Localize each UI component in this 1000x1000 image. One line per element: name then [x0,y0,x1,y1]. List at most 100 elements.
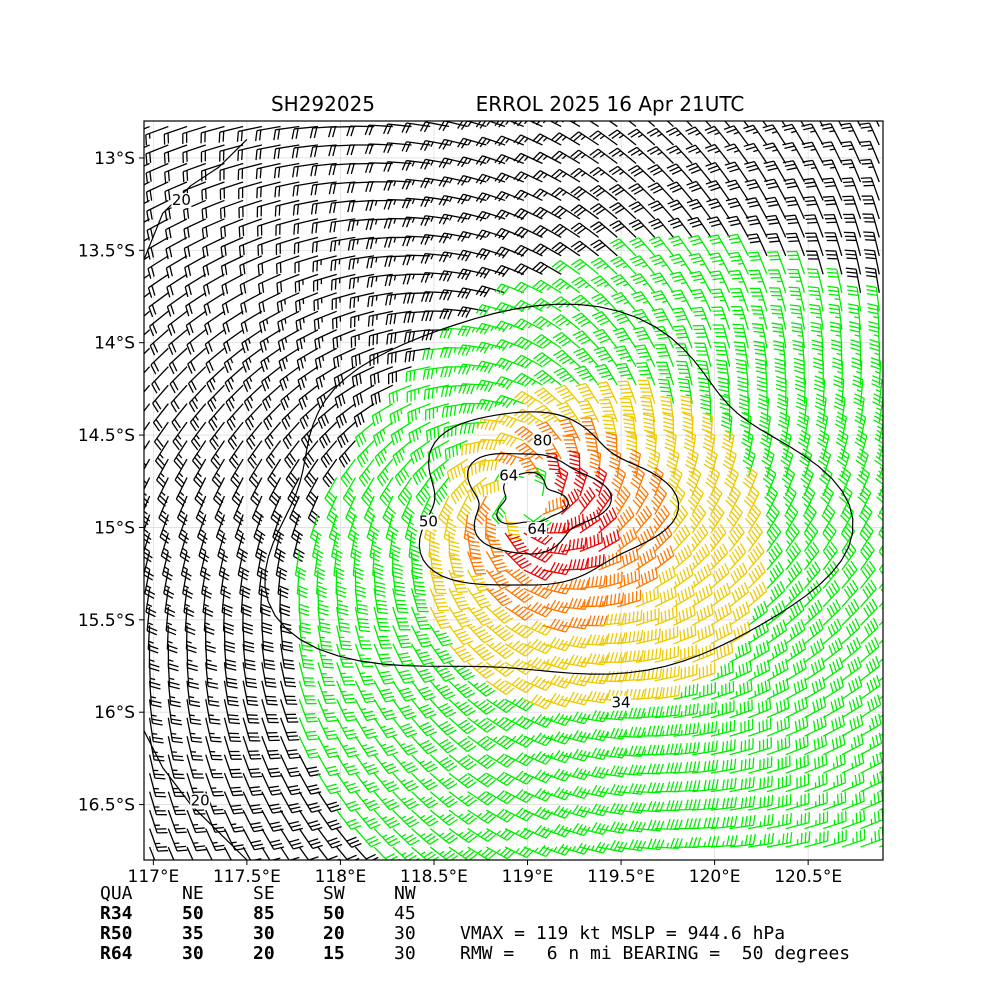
barb-feather [864,235,875,238]
barb-feather [785,181,796,185]
barb-feather [132,229,134,239]
barb-feather [705,162,716,167]
barb-staff [685,121,693,127]
barb-feather [168,189,171,201]
barb-feather [592,169,602,177]
barb-half-feather [284,318,287,324]
barb-feather [513,121,518,125]
wind-barb [513,189,543,202]
barb-feather [186,170,189,181]
wind-barb [666,145,693,164]
barb-feather [532,151,541,161]
barb-feather [479,156,487,166]
barb-half-feather [738,262,744,265]
barb-feather [665,127,676,133]
barb-feather [762,142,774,147]
barb-half-feather [467,214,472,220]
barb-half-feather [619,152,625,157]
barb-feather [507,525,519,528]
wind-barb [401,178,431,190]
wind-barb [182,162,206,183]
wind-barb [608,129,637,146]
barb-feather [136,442,143,450]
storm-id-title: SH292025 [271,92,375,116]
barb-feather [573,188,583,196]
barb-feather [782,106,792,109]
barb-feather [130,288,133,298]
barb-feather [790,294,801,297]
wind-barb [163,144,188,164]
wind-barb [647,200,674,220]
wind-barb [218,125,244,143]
barb-feather [131,308,135,318]
barb-feather [785,232,797,235]
barb-feather [532,121,536,124]
barb-feather [132,210,134,220]
barb-feather [654,343,665,346]
barb-feather [573,206,583,214]
barb-staff [675,145,693,164]
barb-feather [823,181,835,184]
barb-half-feather [599,153,605,158]
barb-staff [539,151,562,165]
barb-feather [781,123,793,128]
wind-barb [705,180,731,201]
barb-feather [570,186,580,194]
barb-feather [351,357,354,368]
barb-feather [649,130,660,137]
barb-feather [764,178,775,182]
barb-feather [788,286,800,289]
wind-barb [609,202,637,220]
barb-feather [860,109,870,111]
barb-half-feather [637,133,644,138]
barb-feather [387,180,393,191]
barb-feather [405,160,411,171]
barb-feather [457,156,464,167]
barb-feather [437,426,440,438]
wind-barb [513,134,543,146]
barb-staff [800,121,805,127]
barb-feather [804,181,816,185]
barb-feather [168,227,172,239]
wind-barb [723,125,749,146]
barb-feather [204,188,207,200]
wind-barb [310,162,337,177]
barb-feather [242,244,245,256]
barb-feather [475,211,483,221]
wind-barb [364,124,393,136]
barb-feather [762,107,772,110]
barb-feather [592,187,603,195]
barb-feather [647,200,658,206]
barb-feather [223,207,226,218]
barb-staff [144,199,150,205]
barb-feather [650,203,661,209]
barb-feather [383,142,389,153]
barb-feather [822,144,834,148]
barb-staff [753,143,768,164]
barb-staff [666,121,674,128]
barb-feather [782,160,794,164]
barb-half-feather [374,200,378,206]
wind-barb [859,122,880,146]
barb-feather [413,370,416,381]
barb-feather [470,464,474,476]
barb-feather [146,230,150,241]
barb-staff [164,162,188,173]
barb-feather [608,183,619,191]
barb-half-feather [435,387,438,393]
barb-feather [532,133,541,142]
barb-feather [133,286,136,296]
barb-feather [149,209,153,220]
barb-feather [748,185,760,190]
wind-barb [219,199,244,220]
barb-half-feather [657,133,663,138]
barb-feather [723,125,735,131]
barb-feather [149,171,152,182]
barb-feather [631,203,642,210]
wind-barb [401,197,431,209]
wind-barb [238,218,263,238]
barb-feather [353,297,356,308]
barb-half-feather [356,220,359,226]
wind-barb [293,218,319,235]
wind-barb [164,181,188,202]
